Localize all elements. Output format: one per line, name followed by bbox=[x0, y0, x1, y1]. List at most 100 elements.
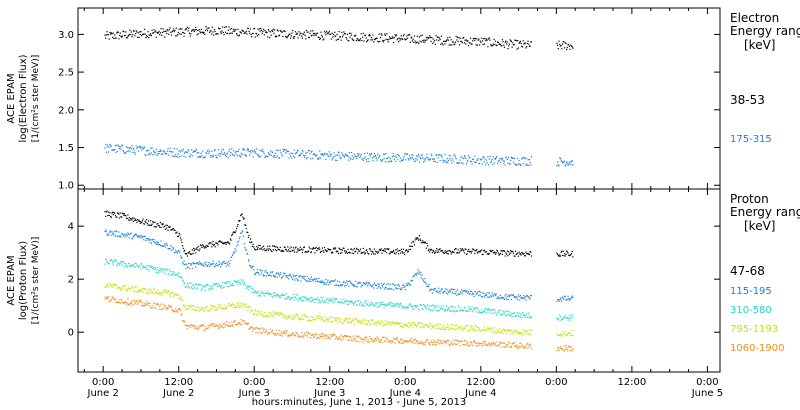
data-point bbox=[272, 151, 274, 154]
data-point bbox=[564, 295, 566, 297]
data-point bbox=[305, 280, 308, 282]
data-point bbox=[321, 299, 323, 301]
data-point bbox=[242, 279, 244, 281]
data-point bbox=[107, 214, 109, 217]
data-point bbox=[515, 39, 517, 41]
data-point bbox=[394, 284, 396, 286]
data-point bbox=[215, 154, 217, 156]
data-point bbox=[202, 324, 204, 326]
data-point bbox=[508, 314, 510, 316]
data-point bbox=[220, 326, 222, 328]
data-point bbox=[371, 320, 373, 322]
data-point bbox=[222, 261, 224, 263]
data-point bbox=[411, 280, 413, 282]
data-point bbox=[492, 341, 494, 343]
data-point bbox=[498, 344, 500, 346]
data-point bbox=[524, 157, 526, 159]
data-point bbox=[565, 164, 567, 166]
data-point bbox=[129, 233, 131, 235]
data-point bbox=[364, 34, 366, 36]
data-point bbox=[322, 319, 324, 321]
data-point bbox=[129, 151, 131, 153]
data-point bbox=[177, 235, 179, 238]
data-point bbox=[521, 251, 523, 253]
data-point bbox=[268, 332, 270, 334]
data-point bbox=[564, 252, 566, 255]
data-point bbox=[253, 313, 255, 315]
data-point bbox=[313, 247, 315, 250]
data-point bbox=[299, 154, 301, 156]
data-point bbox=[147, 302, 149, 304]
data-point bbox=[137, 146, 139, 149]
data-point bbox=[151, 305, 153, 307]
data-point bbox=[249, 150, 251, 152]
data-point bbox=[198, 29, 200, 31]
data-point bbox=[261, 313, 263, 315]
data-point bbox=[525, 314, 527, 317]
data-point bbox=[504, 346, 506, 348]
data-point bbox=[201, 288, 203, 290]
data-point bbox=[224, 241, 227, 243]
data-point bbox=[558, 334, 560, 336]
data-point bbox=[566, 47, 568, 49]
data-point bbox=[454, 43, 456, 45]
data-point bbox=[397, 38, 399, 40]
data-point bbox=[140, 300, 142, 302]
data-point bbox=[204, 306, 206, 308]
data-point bbox=[522, 297, 524, 299]
data-point bbox=[447, 250, 449, 252]
data-point bbox=[199, 263, 201, 265]
data-point bbox=[110, 300, 112, 302]
data-point bbox=[565, 42, 567, 44]
data-point bbox=[149, 302, 151, 305]
data-point bbox=[202, 31, 204, 33]
data-point bbox=[315, 34, 317, 36]
data-point bbox=[382, 249, 384, 252]
data-point bbox=[229, 238, 231, 240]
data-point bbox=[556, 252, 558, 254]
data-point bbox=[287, 150, 289, 152]
data-point bbox=[468, 250, 470, 252]
data-point bbox=[339, 155, 341, 157]
data-point bbox=[123, 302, 125, 304]
data-point bbox=[351, 252, 353, 254]
data-point bbox=[517, 255, 519, 257]
data-point bbox=[366, 161, 368, 163]
data-point bbox=[213, 156, 215, 158]
data-point bbox=[382, 336, 384, 338]
data-point bbox=[559, 157, 561, 159]
data-point bbox=[364, 253, 366, 255]
data-point bbox=[105, 231, 107, 233]
data-point bbox=[118, 287, 120, 289]
data-point bbox=[141, 220, 143, 222]
data-point bbox=[262, 249, 264, 251]
data-point bbox=[373, 287, 375, 289]
data-point bbox=[184, 252, 186, 254]
data-point bbox=[228, 286, 230, 288]
data-point bbox=[209, 265, 211, 268]
data-point bbox=[235, 306, 237, 309]
data-point bbox=[266, 32, 268, 34]
data-point bbox=[276, 250, 278, 252]
data-point bbox=[125, 265, 127, 267]
data-point bbox=[174, 155, 176, 157]
data-point bbox=[176, 274, 178, 276]
data-point bbox=[522, 314, 524, 316]
data-point bbox=[182, 31, 184, 34]
data-point bbox=[173, 272, 175, 274]
data-point bbox=[437, 36, 439, 38]
data-point bbox=[330, 333, 332, 336]
data-point bbox=[350, 301, 352, 303]
data-point bbox=[233, 150, 235, 152]
data-point bbox=[294, 153, 296, 155]
data-point bbox=[287, 34, 290, 37]
data-point bbox=[328, 32, 330, 34]
data-point bbox=[338, 152, 340, 154]
data-point bbox=[310, 319, 312, 321]
data-point bbox=[561, 48, 563, 50]
data-point bbox=[562, 349, 564, 351]
data-point bbox=[168, 29, 170, 31]
data-point bbox=[149, 153, 151, 155]
data-point bbox=[342, 34, 344, 36]
data-point bbox=[560, 45, 562, 47]
